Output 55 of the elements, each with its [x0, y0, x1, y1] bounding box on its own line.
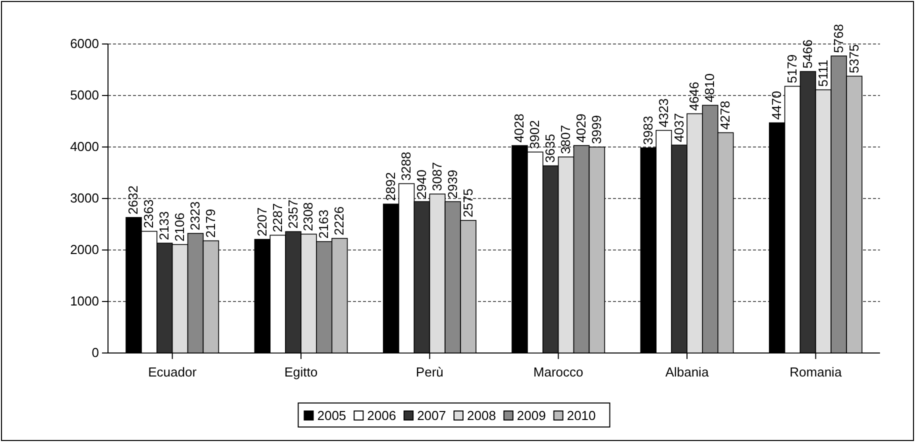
data-label: 3983 [640, 116, 656, 145]
data-label: 5375 [846, 44, 862, 74]
y-tick-label: 3000 [70, 190, 99, 206]
data-label: 2308 [300, 202, 316, 232]
y-tick-label: 2000 [70, 242, 99, 258]
data-label: 2323 [187, 201, 202, 230]
data-label: 5466 [800, 40, 815, 68]
data-label: 5179 [784, 54, 800, 84]
data-label: 3635 [542, 134, 558, 163]
legend-label: 2006 [367, 408, 396, 423]
data-label: 4470 [769, 90, 784, 120]
data-label: 2287 [270, 203, 285, 232]
legend-label: 2008 [467, 408, 496, 423]
data-label: 5111 [815, 60, 830, 87]
y-tick-label: 6000 [70, 36, 99, 52]
data-label: 2575 [460, 188, 476, 218]
x-tick-label: Egitto [284, 364, 318, 380]
y-tick-label: 1000 [70, 294, 99, 309]
legend-label: 2010 [566, 408, 596, 423]
data-label: 4646 [686, 82, 702, 111]
data-label: 4028 [512, 114, 527, 143]
data-label: 2357 [285, 200, 300, 229]
data-label: 2940 [414, 170, 429, 199]
data-label: 3999 [588, 115, 604, 144]
data-label: 2163 [316, 210, 332, 239]
x-tick-label: Romania [790, 364, 842, 380]
legend-label: 2007 [417, 408, 446, 423]
y-tick-label: 0 [92, 345, 99, 360]
legend-label: 2005 [317, 408, 346, 423]
data-label: 4810 [702, 73, 718, 102]
legend-label: 2009 [516, 408, 546, 423]
data-label: 2226 [332, 206, 347, 236]
data-label: 4029 [573, 114, 588, 143]
data-label: 4323 [656, 98, 671, 128]
data-label: 2106 [172, 212, 188, 242]
data-label: 2363 [141, 199, 156, 228]
y-tick-label: 5000 [70, 88, 99, 103]
data-label: 2133 [156, 211, 172, 240]
data-label: 3807 [558, 125, 574, 154]
data-label: 3087 [429, 162, 444, 192]
data-label: 3288 [398, 152, 414, 181]
data-label: 2179 [202, 208, 218, 238]
x-tick-label: Ecuador [148, 364, 198, 380]
data-label: 4278 [718, 100, 733, 130]
data-label: 2207 [254, 207, 270, 236]
data-label: 3902 [527, 120, 542, 150]
data-label: 2632 [126, 186, 141, 214]
data-label: 5768 [830, 24, 846, 53]
y-tick-label: 4000 [70, 139, 99, 154]
data-label: 4037 [671, 113, 686, 142]
data-label: 2892 [383, 172, 398, 202]
x-tick-label: Perù [416, 364, 444, 380]
x-tick-label: Marocco [533, 364, 584, 380]
x-tick-label: Albania [665, 364, 710, 380]
data-label: 2939 [444, 170, 460, 199]
